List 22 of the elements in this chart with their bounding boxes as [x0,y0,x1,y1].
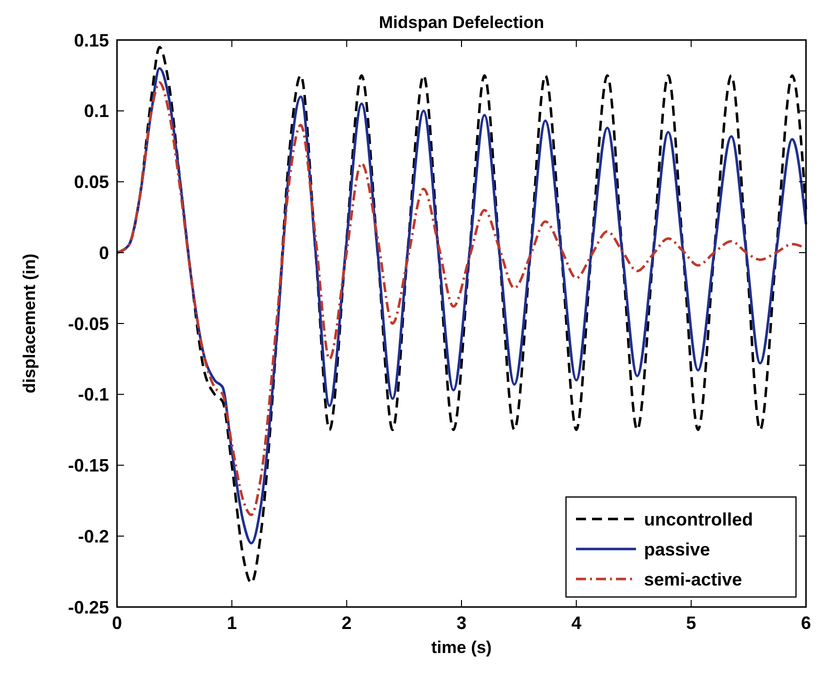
chart-title: Midspan Defelection [378,13,544,32]
y-tick-label: -0.2 [78,526,109,546]
y-tick-label: 0.1 [84,101,109,122]
x-tick-label: 5 [686,613,696,633]
y-tick-label: -0.1 [78,384,109,405]
x-tick-label: 1 [226,613,237,633]
x-tick-label: 3 [456,613,467,633]
y-tick-label: -0.15 [68,456,109,476]
legend-label: semi-active [644,569,742,590]
x-tick-label: 6 [800,613,812,633]
x-axis-title: time (s) [431,638,492,657]
y-tick-label: -0.05 [68,314,109,334]
y-axis-title: displacement (in) [20,254,39,394]
x-tick-label: 0 [112,613,122,633]
y-tick-label: -0.25 [68,597,109,618]
y-tick-label: 0.05 [74,172,109,192]
legend-label: passive [644,539,710,560]
y-tick-label: 0.15 [74,30,109,50]
x-tick-label: 2 [342,613,352,633]
y-tick-label: 0 [98,242,109,263]
x-tick-label: 4 [571,613,582,633]
legend-label: uncontrolled [644,509,753,530]
